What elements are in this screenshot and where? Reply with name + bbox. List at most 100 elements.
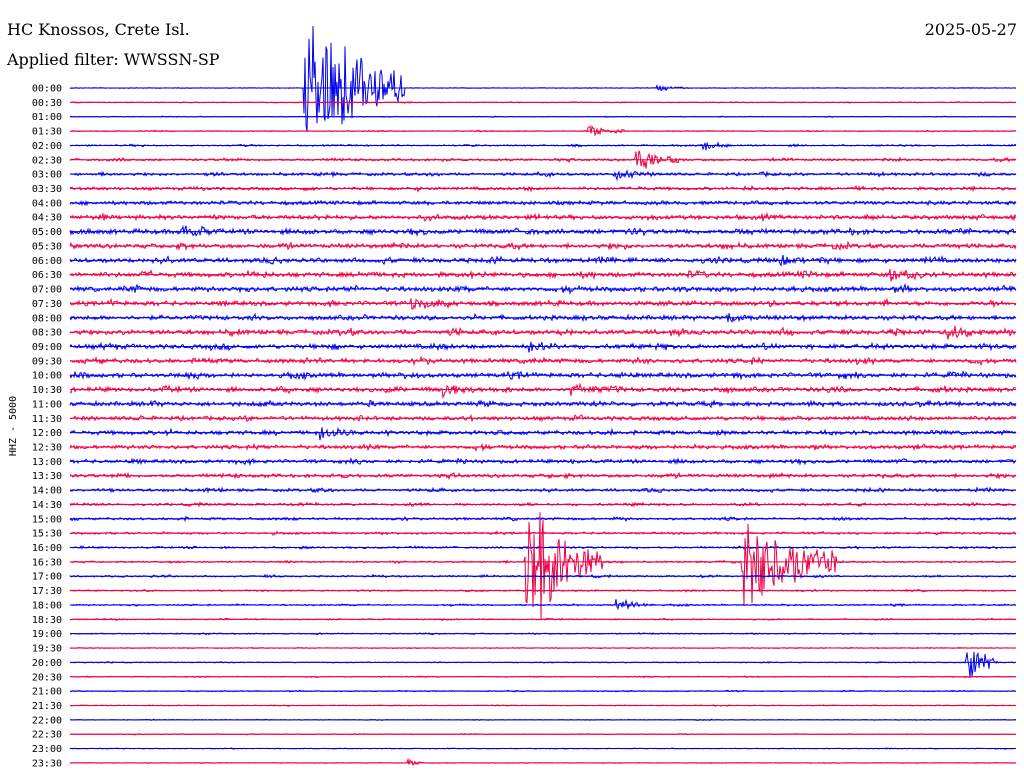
trace-row-1230 — [69, 442, 1017, 452]
trace-row-1000 — [69, 370, 1017, 381]
trace-row-0030 — [69, 101, 1017, 104]
time-tick-label: 12:00 — [32, 428, 62, 439]
time-tick-label: 15:30 — [32, 529, 62, 540]
trace-row-1200 — [69, 426, 1017, 441]
time-tick-label: 05:00 — [32, 227, 62, 238]
time-tick-label: 10:30 — [32, 385, 62, 396]
time-tick-label: 20:30 — [32, 672, 62, 683]
trace-row-1030 — [69, 382, 1017, 400]
time-tick-label: 14:30 — [32, 500, 62, 511]
trace-row-0700 — [69, 282, 1017, 295]
trace-row-0730 — [69, 297, 1017, 310]
trace-row-2300 — [69, 747, 1017, 750]
trace-row-1400 — [70, 486, 1017, 494]
time-tick-label: 09:30 — [32, 356, 62, 367]
time-tick-label: 07:00 — [32, 285, 62, 296]
trace-row-0900 — [69, 341, 1017, 353]
trace-row-1800 — [69, 598, 1016, 611]
time-tick-label: 01:00 — [32, 112, 62, 123]
time-tick-label: 12:30 — [32, 443, 62, 454]
trace-row-0100 — [69, 115, 1017, 118]
trace-row-1900 — [69, 632, 1017, 636]
time-tick-label: 20:00 — [32, 658, 62, 669]
trace-row-0130 — [69, 124, 1017, 137]
trace-row-0430 — [69, 211, 1017, 222]
trace-row-1300 — [69, 457, 1017, 467]
trace-row-2230 — [69, 732, 1017, 736]
time-tick-label: 13:30 — [32, 471, 62, 482]
time-tick-label: 14:00 — [32, 486, 62, 497]
time-tick-label: 07:30 — [32, 299, 62, 310]
trace-row-1500 — [69, 515, 1017, 523]
time-tick-label: 21:00 — [32, 687, 62, 698]
time-tick-label: 16:00 — [32, 543, 62, 554]
trace-row-2030 — [69, 675, 1017, 679]
trace-row-1700 — [69, 573, 1017, 579]
trace-row-0530 — [69, 240, 1017, 251]
time-tick-label: 04:30 — [32, 213, 62, 224]
trace-row-2130 — [69, 704, 1017, 707]
trace-row-0400 — [69, 199, 1017, 207]
time-tick-label: 22:00 — [32, 715, 62, 726]
trace-row-0300 — [69, 169, 1017, 182]
trace-row-1100 — [69, 399, 1017, 409]
trace-row-2200 — [69, 718, 1017, 722]
time-tick-label: 11:30 — [32, 414, 62, 425]
time-tick-label: 02:30 — [32, 155, 62, 166]
trace-row-1630 — [69, 512, 1017, 620]
time-tick-label: 03:00 — [32, 170, 62, 181]
time-tick-label: 11:00 — [32, 399, 62, 410]
time-tick-label: 23:00 — [32, 744, 62, 755]
station-title: HC Knossos, Crete Isl. — [7, 20, 190, 39]
trace-row-0000 — [69, 26, 1017, 132]
trace-row-2100 — [69, 689, 1017, 693]
trace-row-0930 — [69, 355, 1017, 367]
filter-subtitle: Applied filter: WWSSN-SP — [7, 50, 220, 69]
time-tick-label: 00:30 — [32, 98, 62, 109]
traces-layer — [69, 26, 1017, 767]
trace-row-0630 — [69, 268, 1017, 282]
trace-row-2330 — [69, 757, 1017, 767]
time-tick-label: 19:00 — [32, 629, 62, 640]
time-tick-label: 06:30 — [32, 270, 62, 281]
trace-row-1130 — [69, 413, 1017, 423]
trace-row-1730 — [69, 588, 1017, 593]
time-tick-label: 10:00 — [32, 371, 62, 382]
time-tick-label: 22:30 — [32, 730, 62, 741]
time-tick-label: 02:00 — [32, 141, 62, 152]
time-tick-label: 00:00 — [32, 84, 62, 95]
trace-row-0200 — [69, 141, 1017, 151]
time-tick-label: 08:00 — [32, 313, 62, 324]
time-tick-label: 17:00 — [32, 572, 62, 583]
trace-row-2000 — [70, 651, 1016, 678]
trace-row-1330 — [69, 471, 1017, 481]
time-tick-label: 06:00 — [32, 256, 62, 267]
trace-row-0330 — [69, 184, 1017, 193]
trace-row-0830 — [69, 325, 1017, 340]
time-tick-label: 05:30 — [32, 241, 62, 252]
trace-row-0500 — [69, 224, 1017, 237]
time-tick-label: 08:30 — [32, 328, 62, 339]
time-tick-label: 03:30 — [32, 184, 62, 195]
time-tick-label: 13:00 — [32, 457, 62, 468]
time-tick-label: 15:00 — [32, 514, 62, 525]
time-tick-label: 18:00 — [32, 600, 62, 611]
time-tick-label: 01:30 — [32, 127, 62, 138]
time-tick-label: 23:30 — [32, 758, 62, 769]
trace-row-1930 — [69, 646, 1017, 650]
time-tick-label: 19:30 — [32, 644, 62, 655]
time-tick-label: 09:00 — [32, 342, 62, 353]
trace-row-0600 — [69, 254, 1017, 267]
y-axis-label: HHZ - 5000 — [8, 396, 19, 456]
date-label: 2025-05-27 — [924, 20, 1017, 39]
time-tick-label: 18:30 — [32, 615, 62, 626]
trace-row-0800 — [69, 312, 1017, 323]
trace-row-0230 — [69, 150, 1017, 169]
time-tick-label: 04:00 — [32, 198, 62, 209]
time-tick-label: 17:30 — [32, 586, 62, 597]
time-tick-label: 21:30 — [32, 701, 62, 712]
time-tick-label: 16:30 — [32, 557, 62, 568]
trace-row-1830 — [69, 617, 1017, 621]
trace-row-1430 — [69, 501, 1017, 508]
